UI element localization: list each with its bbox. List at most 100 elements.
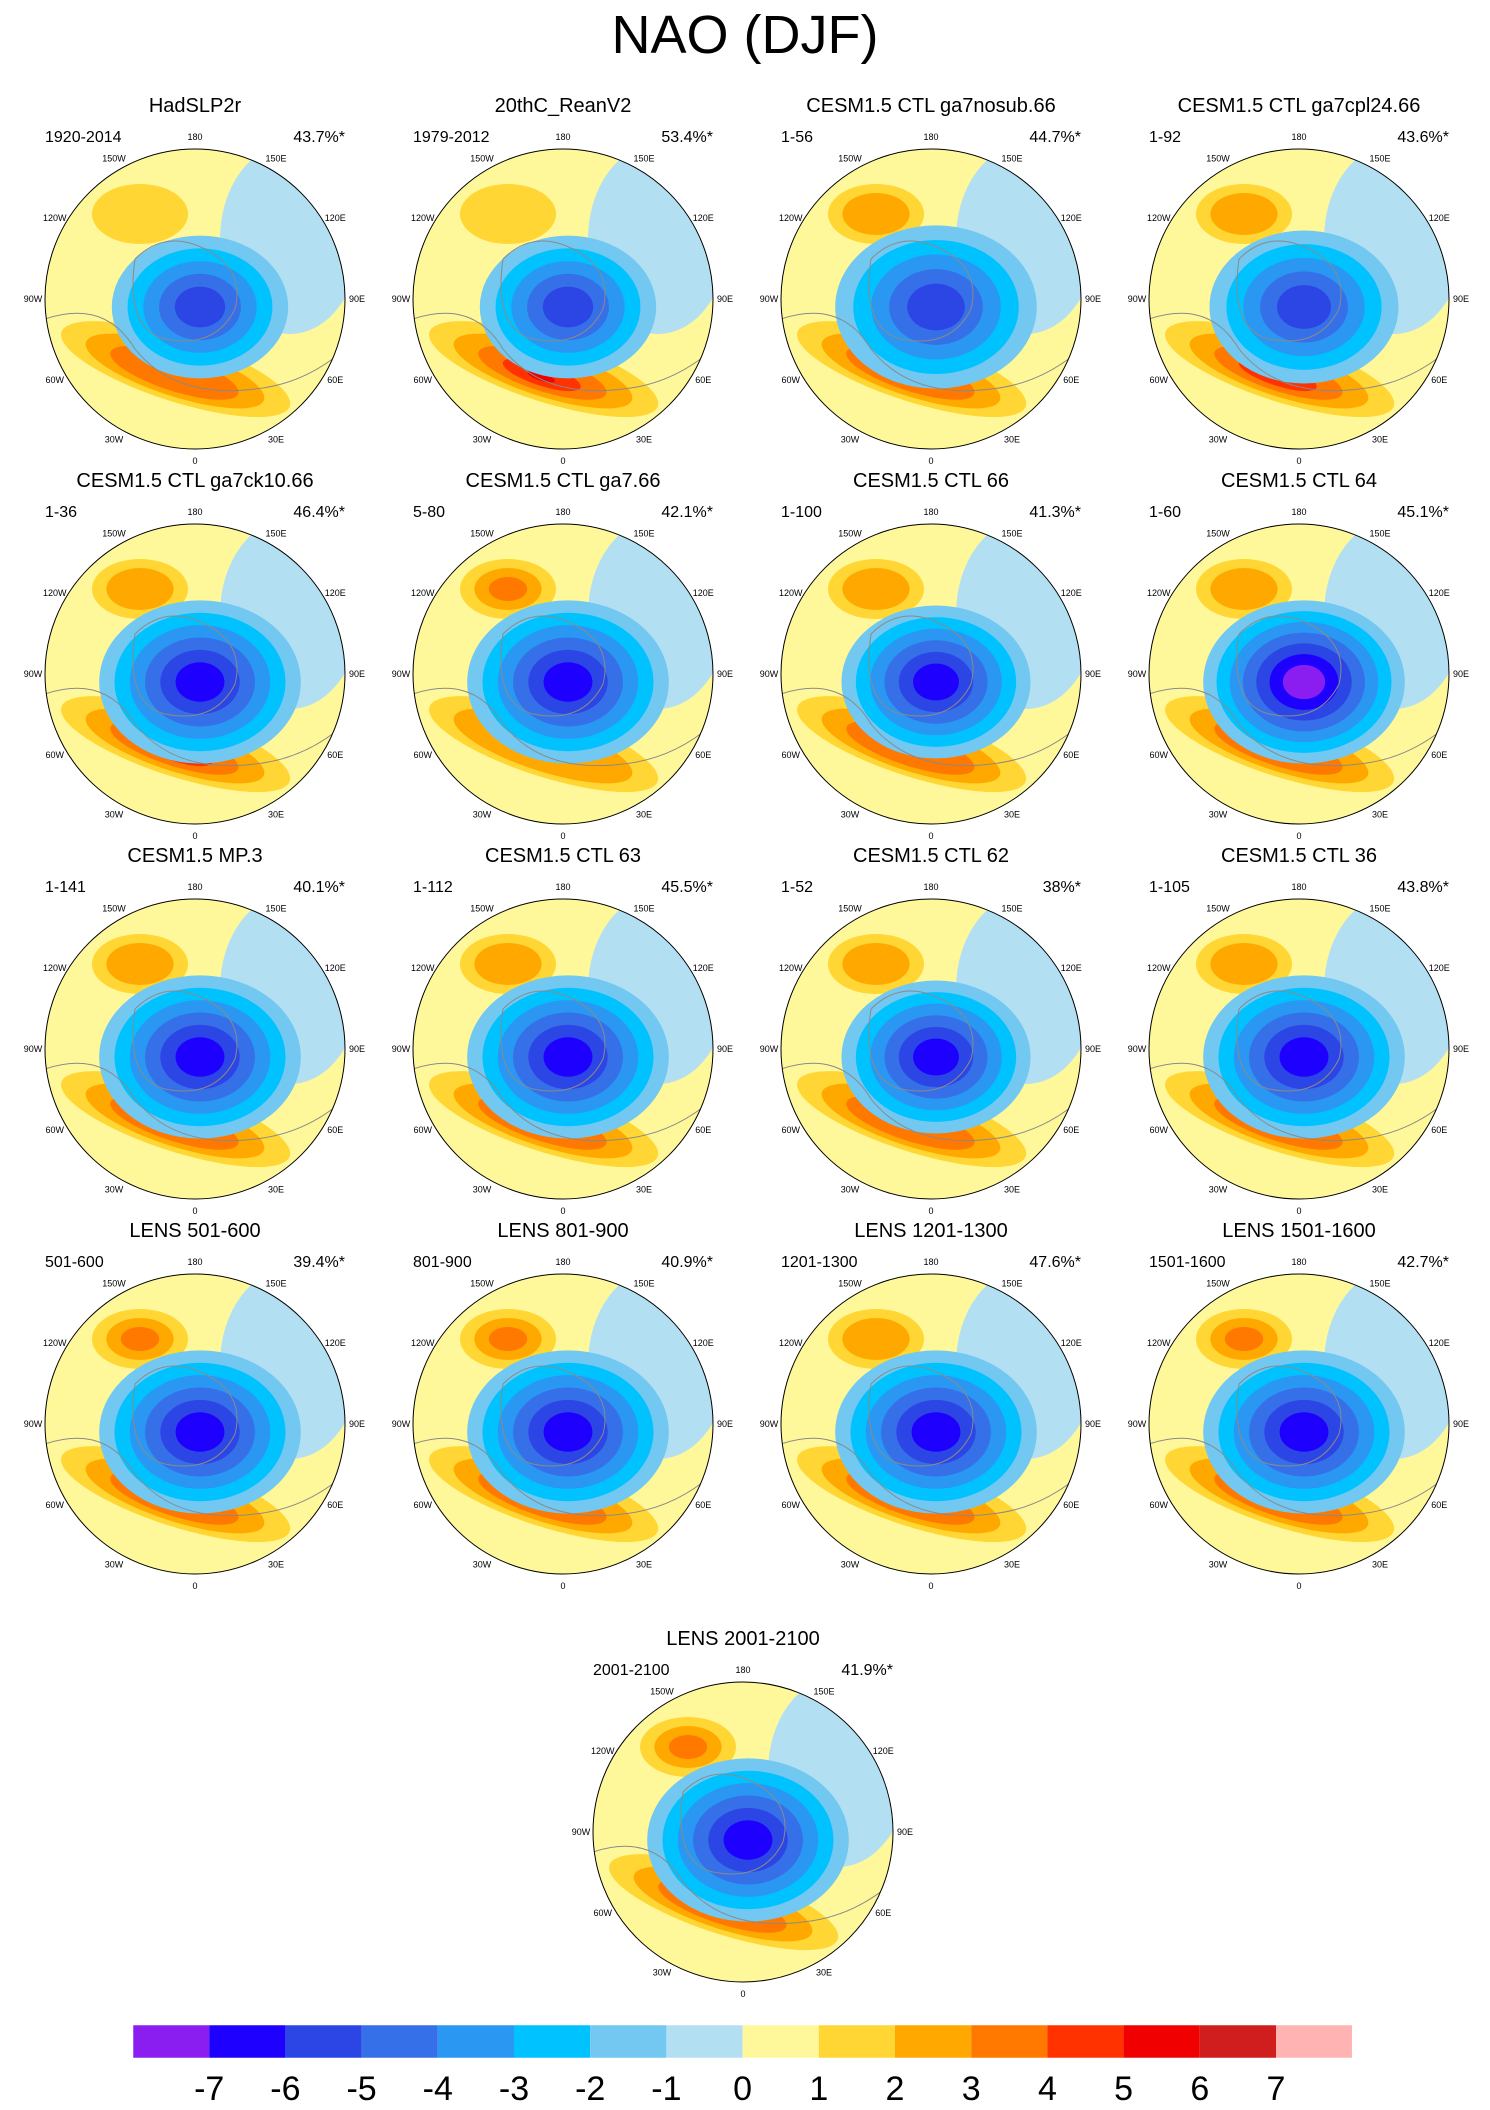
- longitude-label: 150W: [470, 1279, 494, 1289]
- longitude-label: 0: [928, 831, 933, 841]
- longitude-label: 90W: [760, 1044, 779, 1054]
- coastline: [132, 615, 238, 717]
- longitude-label: 90E: [349, 294, 365, 304]
- longitude-label: 30W: [1209, 1184, 1228, 1194]
- map-border: [412, 898, 714, 1200]
- pacific-high-contour: [106, 568, 174, 610]
- longitude-label: 60E: [695, 375, 711, 385]
- polar-map: 180 150E 120E 90E 60E 30E 0 30W 60W 90W 120W 150W: [1128, 507, 1469, 841]
- longitude-label: 90E: [717, 669, 733, 679]
- longitude-label: 120W: [1147, 213, 1171, 223]
- longitude-label: 30W: [105, 809, 124, 819]
- colorbar-tick-label: 1: [809, 2070, 828, 2108]
- longitude-label: 30E: [1372, 434, 1388, 444]
- longitude-label: 60W: [1149, 1125, 1168, 1135]
- longitude-label: 120E: [1061, 213, 1082, 223]
- panel-explained-variance: 45.5%*: [661, 879, 713, 896]
- coastline: [500, 1365, 606, 1467]
- panel-title: 20thC_ReanV2: [494, 95, 632, 117]
- colorbar-tick-label: -1: [651, 2070, 681, 2108]
- longitude-label: 60E: [1063, 375, 1079, 385]
- longitude-label: 60E: [1063, 1500, 1079, 1510]
- figure-title: NAO (DJF): [611, 5, 879, 65]
- longitude-label: 120E: [325, 213, 346, 223]
- longitude-label: 180: [1291, 507, 1306, 517]
- longitude-label: 30E: [1372, 1559, 1388, 1569]
- longitude-label: 90W: [392, 1044, 411, 1054]
- longitude-label: 150E: [1369, 529, 1390, 539]
- map-panel: CESM1.5 CTL 64 1-60 45.1%* 180 150E 120E 90E 60…: [1119, 470, 1479, 848]
- longitude-label: 120W: [411, 963, 435, 973]
- longitude-label: 120W: [1147, 963, 1171, 973]
- map-panel: LENS 1501-1600 1501-1600 42.7%* 180 150E 120E…: [1119, 1220, 1479, 1598]
- longitude-label: 120E: [873, 1746, 894, 1756]
- longitude-label: 180: [735, 1665, 750, 1675]
- map-panel: CESM1.5 CTL 36 1-105 43.8%* 180 150E 120E 90E 6…: [1119, 845, 1479, 1223]
- longitude-label: 30W: [841, 809, 860, 819]
- coastline: [1236, 1365, 1342, 1467]
- longitude-label: 30E: [816, 1967, 832, 1977]
- panel-explained-variance: 45.1%*: [1397, 504, 1449, 521]
- panel-period: 1-60: [1149, 504, 1182, 521]
- map-border: [44, 148, 346, 450]
- longitude-label: 0: [560, 1206, 565, 1216]
- pacific-high-contour: [460, 184, 556, 244]
- map-panel: CESM1.5 MP.3 1-141 40.1%* 180 150E 120E 90E 60E…: [15, 845, 375, 1223]
- longitude-label: 90W: [392, 294, 411, 304]
- longitude-label: 30W: [841, 1184, 860, 1194]
- longitude-label: 180: [187, 1257, 202, 1267]
- arctic-low-contour: [174, 286, 226, 328]
- longitude-label: 150W: [102, 529, 126, 539]
- panel-explained-variance: 43.6%*: [1397, 129, 1449, 146]
- longitude-label: 120W: [43, 213, 67, 223]
- longitude-label: 30E: [636, 434, 652, 444]
- polar-map: 180 150E 120E 90E 60E 30E 0 30W 60W 90W 120W 150W: [392, 1257, 733, 1591]
- polar-map: 180 150E 120E 90E 60E 30E 0 30W 60W 90W 120W 150W: [24, 132, 365, 466]
- panel-title: CESM1.5 CTL 63: [485, 845, 641, 867]
- panel-period: 801-900: [413, 1254, 472, 1271]
- panel-explained-variance: 47.6%*: [1029, 1254, 1081, 1271]
- longitude-label: 90E: [1453, 1044, 1469, 1054]
- longitude-label: 60E: [875, 1908, 891, 1918]
- pacific-high-contour: [1210, 568, 1278, 610]
- arctic-low-contour: [723, 1820, 773, 1860]
- longitude-label: 0: [928, 1581, 933, 1591]
- map-panel: CESM1.5 CTL 63 1-112 45.5%* 180 150E 120E 90E 6…: [383, 845, 743, 1223]
- longitude-label: 120W: [591, 1746, 615, 1756]
- longitude-label: 90E: [1085, 1419, 1101, 1429]
- longitude-label: 30E: [1004, 1184, 1020, 1194]
- polar-map: 180 150E 120E 90E 60E 30E 0 30W 60W 90W 120W 150W: [760, 507, 1101, 841]
- longitude-label: 180: [1291, 882, 1306, 892]
- longitude-label: 120E: [325, 1338, 346, 1348]
- map-border: [412, 1273, 714, 1575]
- longitude-label: 0: [1296, 1581, 1301, 1591]
- longitude-label: 60E: [1063, 1125, 1079, 1135]
- longitude-label: 60W: [413, 750, 432, 760]
- coastline: [1149, 312, 1449, 392]
- longitude-label: 30E: [1004, 1559, 1020, 1569]
- polar-map: 180 150E 120E 90E 60E 30E 0 30W 60W 90W 120W 150W: [392, 507, 733, 841]
- map-panel: LENS 1201-1300 1201-1300 47.6%* 180 150E 120E…: [751, 1220, 1111, 1598]
- longitude-label: 90W: [392, 669, 411, 679]
- longitude-label: 30E: [268, 1559, 284, 1569]
- coastline: [1236, 990, 1342, 1092]
- longitude-label: 60W: [413, 1125, 432, 1135]
- longitude-label: 60W: [781, 375, 800, 385]
- longitude-label: 0: [1296, 1206, 1301, 1216]
- longitude-label: 180: [555, 507, 570, 517]
- panel-explained-variance: 40.1%*: [293, 879, 345, 896]
- coastline: [500, 990, 606, 1092]
- longitude-label: 180: [187, 882, 202, 892]
- longitude-label: 30W: [1209, 809, 1228, 819]
- longitude-label: 90E: [717, 1044, 733, 1054]
- panel-period: 501-600: [45, 1254, 104, 1271]
- longitude-label: 180: [923, 507, 938, 517]
- map-border: [1148, 523, 1450, 825]
- longitude-label: 0: [192, 831, 197, 841]
- coastline: [868, 990, 974, 1092]
- map-border: [592, 1681, 894, 1983]
- coastline: [868, 615, 974, 717]
- panel-explained-variance: 39.4%*: [293, 1254, 345, 1271]
- arctic-low-contour: [543, 1037, 593, 1077]
- longitude-label: 60W: [1149, 750, 1168, 760]
